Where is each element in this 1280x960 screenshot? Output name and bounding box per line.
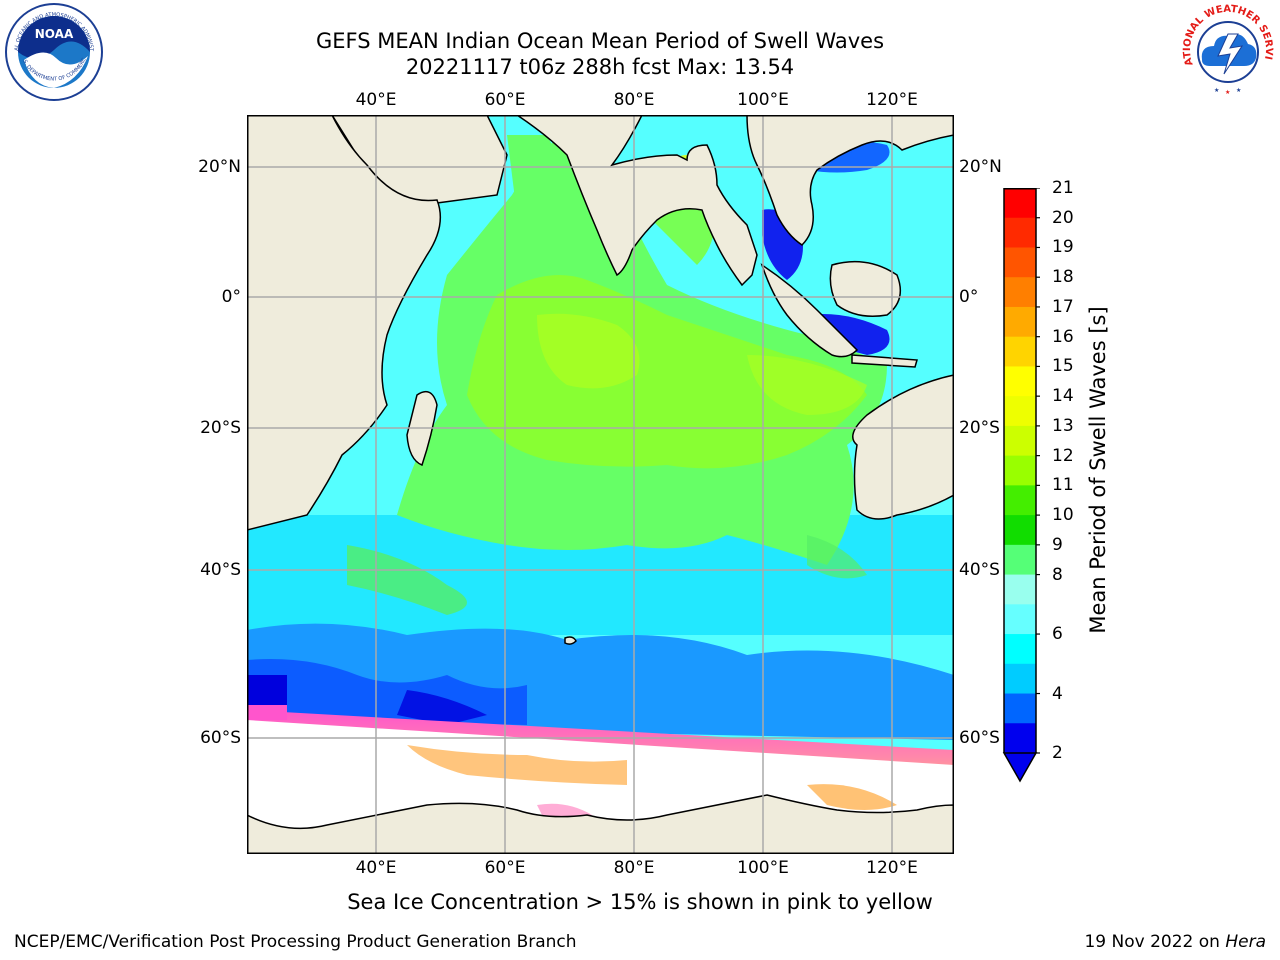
antarctica-land: [246, 794, 955, 855]
footer-machine: Hera: [1225, 932, 1266, 952]
colorbar-band: [1004, 663, 1036, 695]
colorbar-tick-label: 16: [1052, 326, 1074, 347]
arabian-sea-green: [507, 135, 577, 245]
svg-text:★: ★: [1214, 87, 1219, 94]
colorbar-tick-label: 9: [1052, 534, 1063, 555]
colorbar-label: Mean Period of Swell Waves [s]: [1086, 306, 1110, 634]
lon-tick-label-top: 120°E: [866, 90, 918, 110]
colorbar-band: [1004, 277, 1036, 308]
colorbar-band: [1004, 366, 1036, 397]
colorbar-tick-label: 15: [1052, 356, 1074, 377]
noaa-logo: NOAA NATIONAL OCEANIC AND ATMOSPHERIC AD…: [1, 0, 104, 102]
sumatra-land: [760, 263, 859, 358]
colorbar-tick-label: 8: [1052, 564, 1063, 585]
colorbar-tick-label: 12: [1052, 445, 1074, 466]
colorbar-band: [1004, 247, 1036, 278]
colorbar-tick-label: 19: [1052, 237, 1074, 258]
colorbar-band: [1004, 604, 1036, 635]
colorbar-tick-label: 13: [1052, 415, 1074, 436]
colorbar-band: [1004, 396, 1036, 427]
lon-tick-label-top: 40°E: [355, 90, 397, 110]
colorbar-tick-label: 4: [1052, 683, 1063, 704]
noaa-logo-text: NOAA: [35, 27, 74, 41]
lon-tick-label-bottom: 100°E: [737, 858, 789, 878]
colorbar-tick-label: 14: [1052, 386, 1074, 407]
colorbar-band: [1004, 693, 1036, 724]
colorbar-tick-label: 11: [1052, 475, 1074, 496]
lon-tick-label-bottom: 80°E: [613, 858, 655, 878]
map-svg: [246, 114, 955, 855]
plot-title-line1: GEFS MEAN Indian Ocean Mean Period of Sw…: [315, 29, 885, 53]
colorbar-band: [1004, 544, 1036, 576]
colorbar-tick-label: 21: [1052, 178, 1074, 198]
colorbar-band: [1004, 336, 1036, 367]
java-land: [851, 354, 918, 368]
lat-tick-label-right: 20°S: [959, 418, 1000, 438]
lon-tick-label-top: 60°E: [484, 90, 526, 110]
colorbar-extend-triangle: [1002, 752, 1038, 783]
africa-land: [246, 114, 442, 531]
map-gridlines: [247, 115, 954, 854]
lon-tick-label-bottom: 40°E: [355, 858, 397, 878]
colorbar-band: [1004, 485, 1036, 516]
colorbar-tick-label: 6: [1052, 624, 1063, 645]
plot-title-line2: 20221117 t06z 288h fcst Max: 13.54: [405, 55, 795, 79]
sea-ice-caption: Sea Ice Concentration > 15% is shown in …: [347, 890, 933, 914]
svg-text:★: ★: [1236, 87, 1241, 94]
colorbar: [1000, 187, 1042, 788]
colorbar-band: [1004, 217, 1036, 248]
lon-tick-label-bottom: 60°E: [484, 858, 526, 878]
nws-logo: NATIONAL WEATHER SERVICE ★ ★ ★: [1174, 0, 1278, 100]
footer-right: 19 Nov 2022 on Hera: [1084, 932, 1266, 952]
lon-tick-label-top: 80°E: [613, 90, 655, 110]
colorbar-svg: [1002, 187, 1042, 783]
colorbar-band: [1004, 425, 1036, 457]
lat-tick-label-left: 20°N: [198, 157, 241, 177]
india-land: [514, 114, 758, 287]
colorbar-band: [1004, 306, 1036, 338]
footer-left: NCEP/EMC/Verification Post Processing Pr…: [14, 932, 577, 952]
footer-date: 19 Nov 2022 on: [1084, 932, 1226, 952]
colorbar-band: [1004, 515, 1036, 546]
lat-tick-label-left: 40°S: [200, 560, 241, 580]
lat-tick-label-left: 20°S: [200, 418, 241, 438]
colorbar-tick-label: 17: [1052, 296, 1074, 317]
lon-tick-label-bottom: 120°E: [866, 858, 918, 878]
borneo-land: [829, 260, 902, 317]
map-frame: [246, 114, 955, 855]
svg-text:★: ★: [1225, 89, 1230, 96]
colorbar-band: [1004, 188, 1036, 219]
colorbar-tick-label: 20: [1052, 207, 1074, 228]
lat-tick-label-left: 0°: [221, 287, 241, 307]
land-masses: [246, 114, 955, 855]
lat-tick-label-right: 40°S: [959, 560, 1000, 580]
colorbar-tick-label: 10: [1052, 505, 1074, 526]
australia-land: [852, 374, 955, 520]
lat-tick-label-right: 20°N: [959, 157, 1002, 177]
lon-tick-label-top: 100°E: [737, 90, 789, 110]
kerguelen-island: [564, 636, 577, 645]
colorbar-band: [1004, 455, 1036, 486]
swell-yellowgreen-patch: [537, 313, 640, 389]
colorbar-outline: [1003, 188, 1037, 753]
map-border: [247, 115, 954, 854]
colorbar-band: [1004, 634, 1036, 665]
lat-tick-label-right: 60°S: [959, 728, 1000, 748]
colorbar-tick-label: 2: [1052, 743, 1063, 763]
colorbar-tick-label: 18: [1052, 267, 1074, 288]
colorbar-band: [1004, 723, 1036, 754]
colorbar-band: [1004, 574, 1036, 605]
lat-tick-label-left: 60°S: [200, 728, 241, 748]
lat-tick-label-right: 0°: [959, 287, 979, 307]
